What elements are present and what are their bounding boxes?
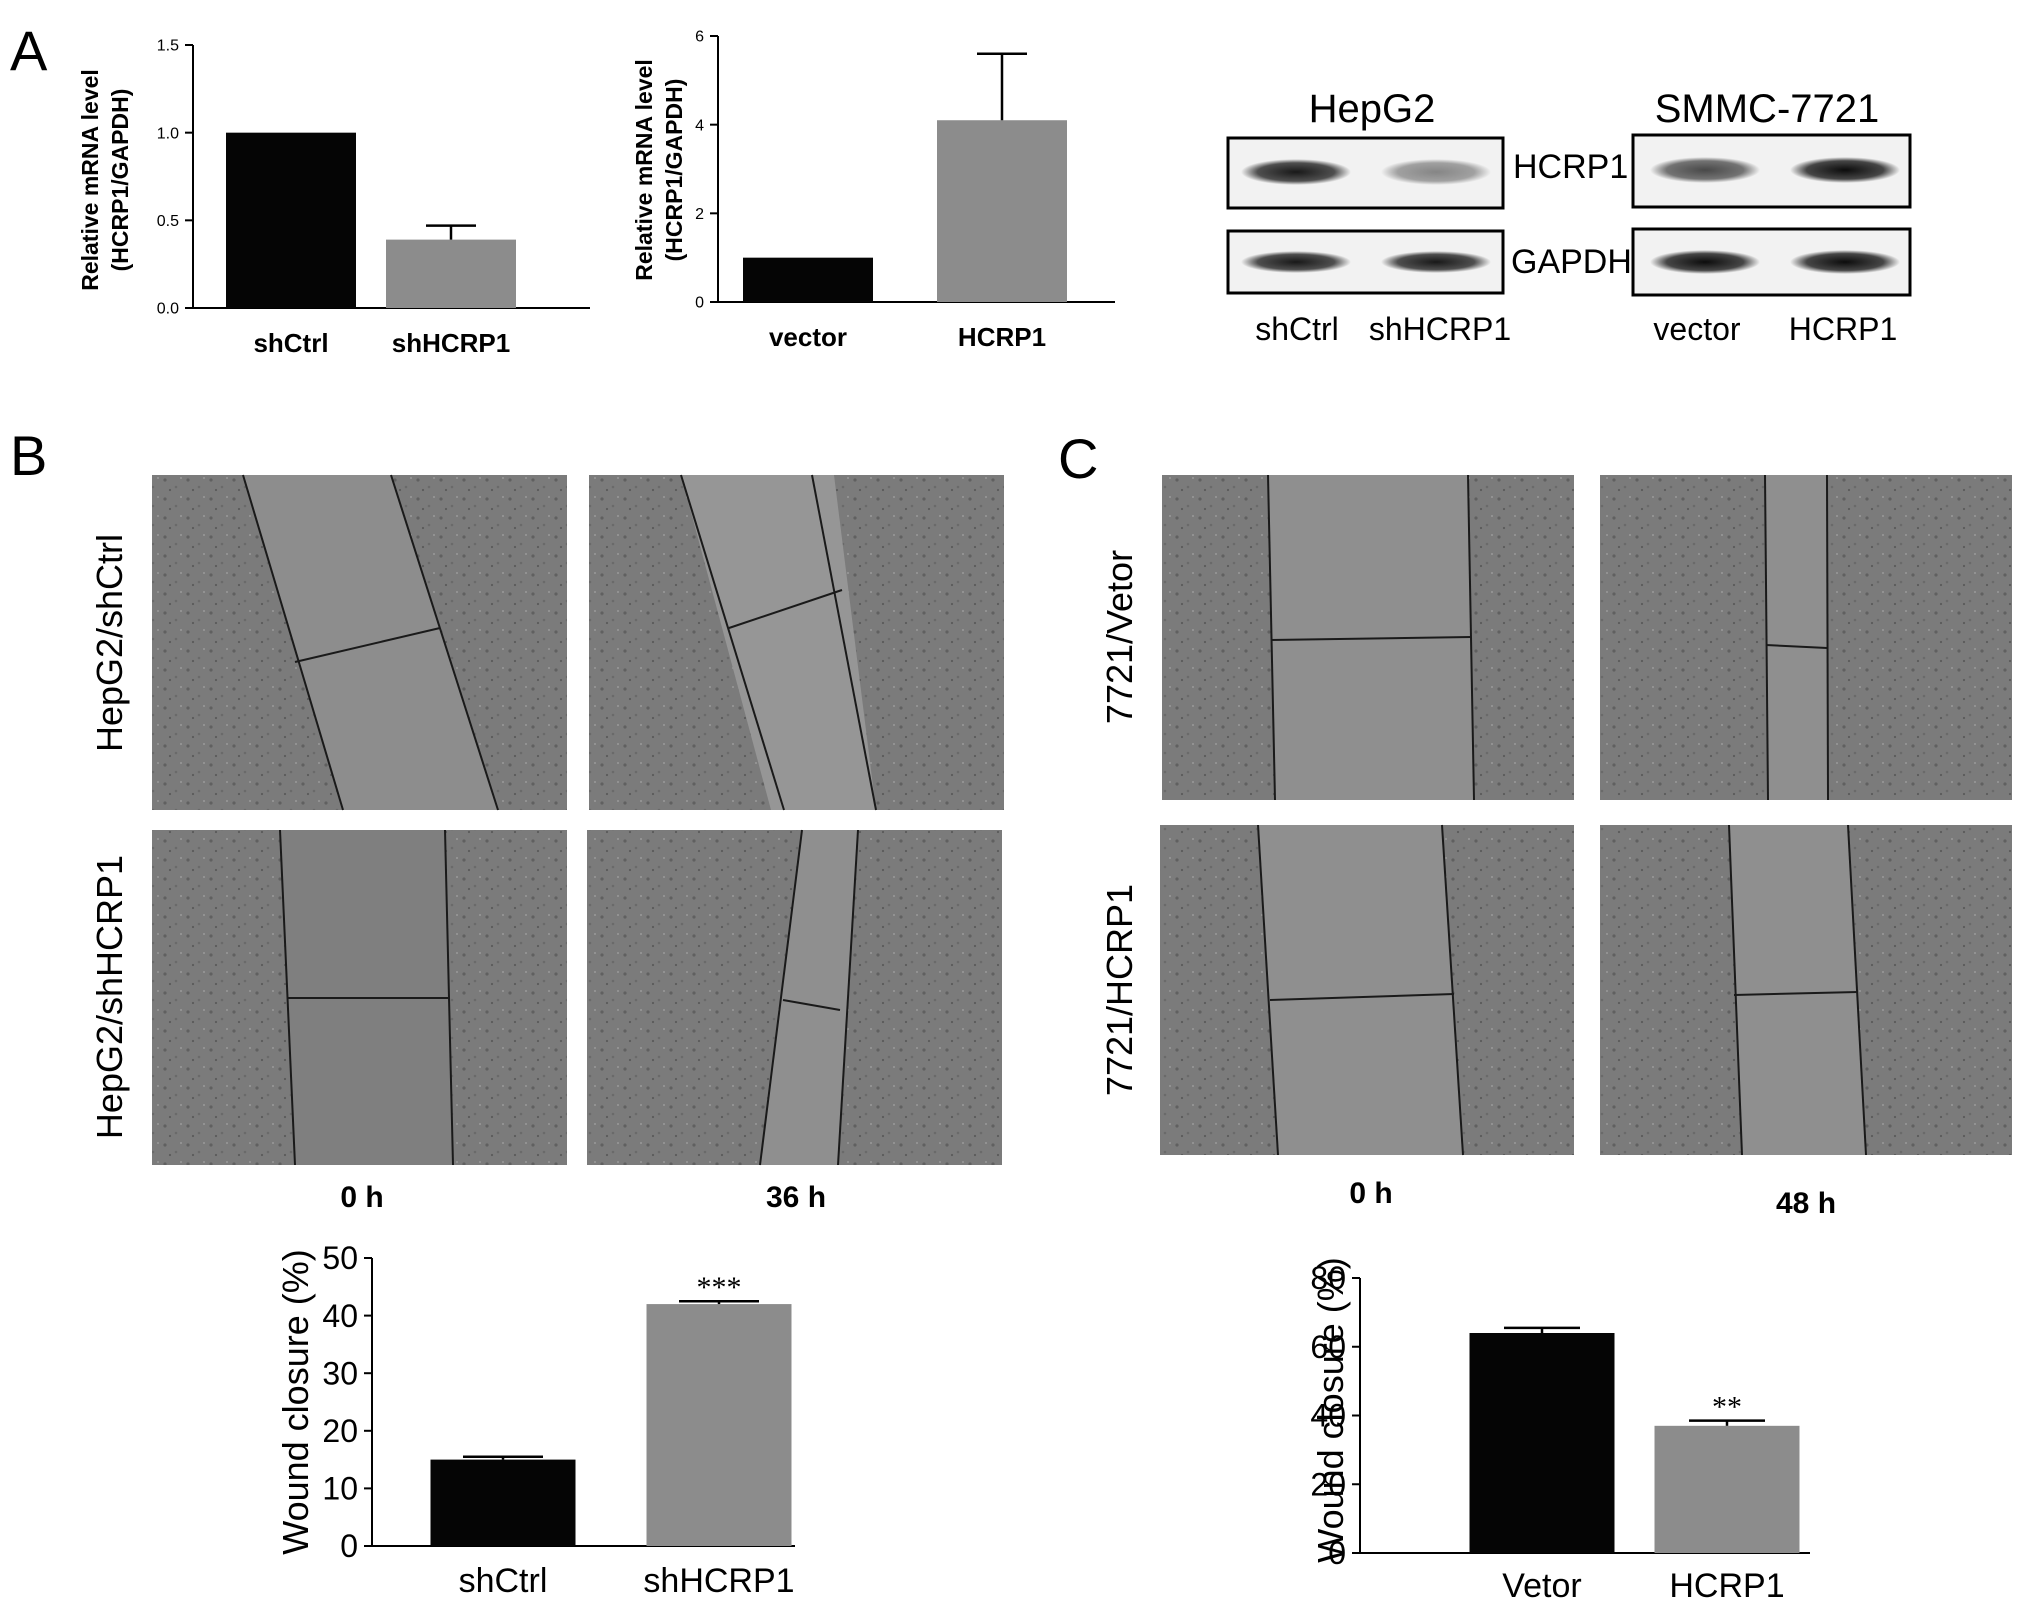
micrograph-c-hcrp1-0h xyxy=(1160,824,1574,1156)
row-label-7721-vetor: 7721/Vetor xyxy=(1099,550,1140,724)
micrograph-c-hcrp1-48h xyxy=(1600,824,2012,1156)
y-tick-label: 0.5 xyxy=(157,213,179,230)
blot-bands xyxy=(1241,157,1900,274)
y-tick-label: 1.5 xyxy=(157,38,179,55)
row-label-7721-hcrp1: 7721/HCRP1 xyxy=(1099,884,1140,1096)
western-blot: HepG2 SMMC-7721 HCRP1 GAPDH shCtrl shHCR… xyxy=(1226,87,1912,347)
y-axis-label: Relative mRNA level xyxy=(631,59,657,281)
blot-title-hepg2: HepG2 xyxy=(1309,87,1436,131)
band-smmc_gapdh-1 xyxy=(1790,250,1900,274)
micrograph-b-shctrl-0h xyxy=(152,474,567,811)
band-label-gapdh: GAPDH xyxy=(1511,243,1632,281)
panel-label-b: B xyxy=(10,424,47,487)
band-smmc_gapdh-0 xyxy=(1650,250,1760,274)
row-label-hepg2-shctrl: HepG2/shCtrl xyxy=(89,534,130,752)
micrographs-c: 7721/Vetor 7721/HCRP1 0 h 48 h xyxy=(1099,474,2012,1220)
band-smmc_hcrp1-1 xyxy=(1790,157,1900,183)
y-tick-label: 0.0 xyxy=(157,301,179,318)
bar-vector xyxy=(743,257,873,302)
y-tick-label: 2 xyxy=(695,206,704,223)
panel-label-a: A xyxy=(10,19,48,82)
row-label-hepg2-shhcrp1: HepG2/shHCRP1 xyxy=(89,855,130,1139)
category-label: shCtrl xyxy=(459,1562,548,1600)
lane-label-vector: vector xyxy=(1653,311,1740,347)
y-tick-label: 50 xyxy=(322,1240,358,1276)
y-axis-label: Relative mRNA level xyxy=(77,69,103,291)
category-label: shCtrl xyxy=(253,328,328,358)
band-hepg2_hcrp1-1 xyxy=(1381,159,1491,185)
category-label: HCRP1 xyxy=(1669,1567,1784,1605)
blot-title-smmc: SMMC-7721 xyxy=(1655,87,1880,131)
bar-Vetor xyxy=(1469,1333,1615,1553)
y-tick-label: 0 xyxy=(340,1528,358,1564)
bar-HCRP1 xyxy=(937,120,1067,302)
y-axis-label: (HCRP1/GAPDH) xyxy=(107,89,133,272)
time-label-c-48h: 48 h xyxy=(1776,1187,1836,1220)
lane-label-hcrp1: HCRP1 xyxy=(1789,311,1897,347)
bar-chart-a2: 0 2 4 6 Relative mRNA level (HCRP1/GAPDH) vect… xyxy=(631,29,1115,352)
micrograph-c-vetor-48h xyxy=(1600,474,2012,801)
category-label: shHCRP1 xyxy=(392,328,510,358)
lane-label-shctrl: shCtrl xyxy=(1255,311,1339,347)
bar-shCtrl xyxy=(226,132,356,308)
category-label: shHCRP1 xyxy=(643,1562,794,1600)
bar-chart-a1: 0.0 0.5 1.0 1.5 Relative mRNA level (HCRP1/GA… xyxy=(77,38,590,358)
y-tick-label: 0 xyxy=(1328,1535,1346,1571)
y-tick-label: 6 xyxy=(695,29,704,46)
panel-label-c: C xyxy=(1058,427,1098,490)
bar-shHCRP1 xyxy=(386,239,516,308)
bar-HCRP1 xyxy=(1654,1425,1800,1553)
time-label-b-36h: 36 h xyxy=(766,1181,826,1214)
y-tick-label: 10 xyxy=(322,1471,358,1507)
band-label-hcrp1: HCRP1 xyxy=(1513,148,1628,186)
category-label: HCRP1 xyxy=(958,322,1046,352)
y-tick-label: 20 xyxy=(1310,1466,1346,1502)
bar-shCtrl xyxy=(430,1459,576,1546)
y-axis-label: Wound closure (%) xyxy=(1310,1257,1351,1562)
micrograph-c-vetor-0h xyxy=(1162,474,1574,801)
band-smmc_hcrp1-0 xyxy=(1650,157,1760,183)
category-label: vector xyxy=(769,322,847,352)
y-axis-label: (HCRP1/GAPDH) xyxy=(661,79,687,262)
micrograph-b-shhcrp1-0h xyxy=(152,829,567,1166)
y-tick-label: 4 xyxy=(695,117,704,134)
y-tick-label: 80 xyxy=(1310,1260,1346,1296)
time-label-c-0h: 0 h xyxy=(1349,1177,1392,1210)
y-tick-label: 40 xyxy=(1310,1398,1346,1434)
significance-annotation: *** xyxy=(697,1271,742,1304)
band-hepg2_gapdh-1 xyxy=(1381,251,1491,273)
significance-annotation: ** xyxy=(1712,1391,1742,1424)
micrographs-b: HepG2/shCtrl HepG2/shHCRP1 0 h 36 h xyxy=(89,474,1004,1214)
y-tick-label: 1.0 xyxy=(157,125,179,142)
band-hepg2_hcrp1-0 xyxy=(1241,159,1351,185)
y-tick-label: 40 xyxy=(322,1298,358,1334)
y-tick-label: 60 xyxy=(1310,1329,1346,1365)
y-tick-label: 30 xyxy=(322,1355,358,1391)
band-hepg2_gapdh-0 xyxy=(1241,251,1351,273)
micrograph-b-shctrl-36h xyxy=(589,474,1004,811)
y-axis-label: Wound closure (%) xyxy=(275,1249,316,1554)
lane-label-shhcrp1: shHCRP1 xyxy=(1369,311,1511,347)
time-label-b-0h: 0 h xyxy=(340,1181,383,1214)
micrograph-b-shhcrp1-36h xyxy=(587,829,1002,1166)
y-tick-label: 20 xyxy=(322,1413,358,1449)
bar-shHCRP1 xyxy=(646,1304,792,1546)
category-label: Vetor xyxy=(1502,1567,1581,1605)
y-tick-label: 0 xyxy=(695,295,704,312)
